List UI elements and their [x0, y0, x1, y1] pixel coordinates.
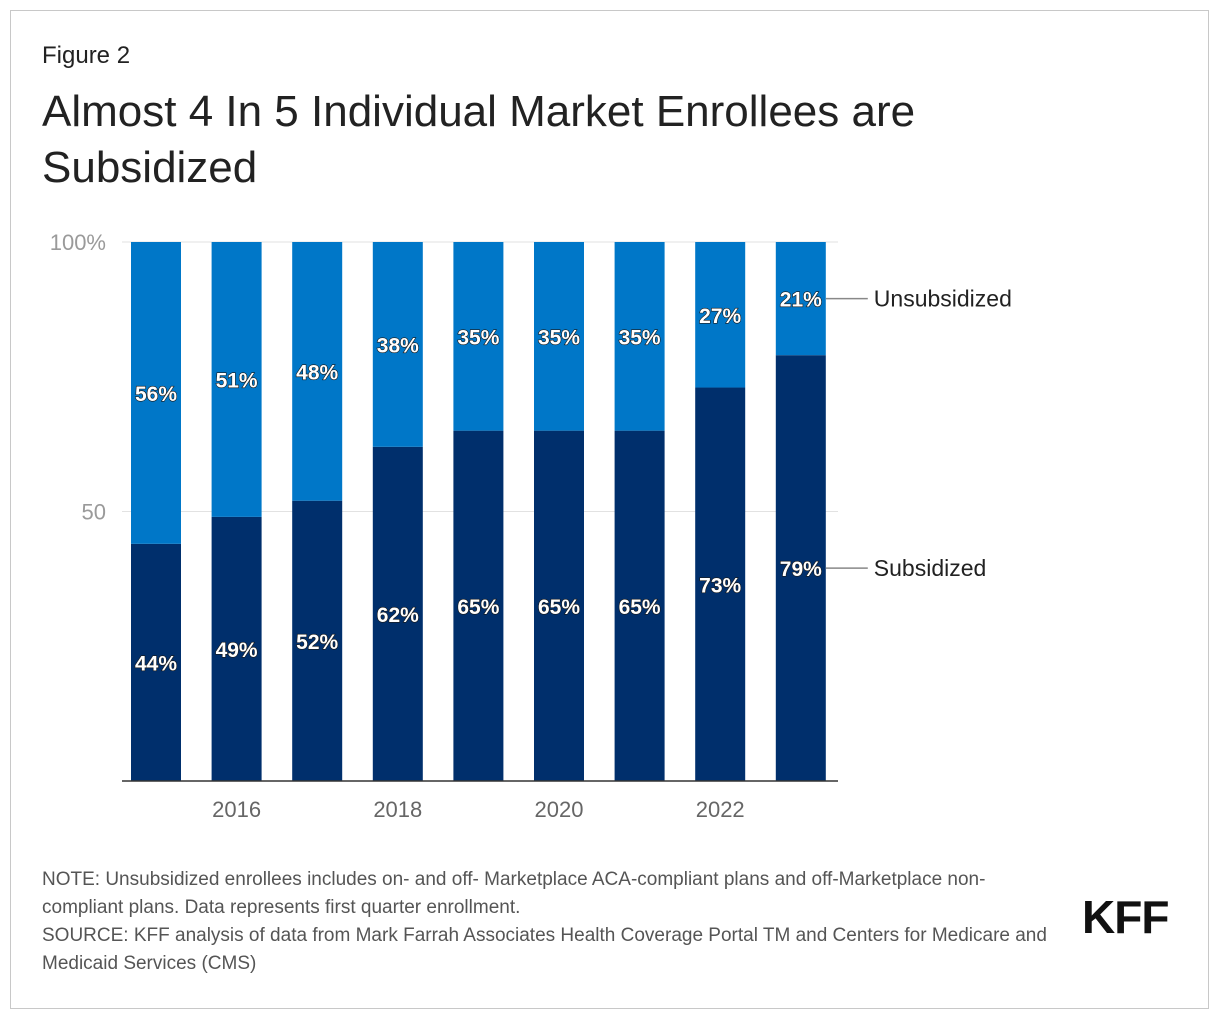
kff-logo: KFF — [1082, 891, 1169, 943]
data-label: 35% — [457, 326, 499, 349]
data-label: 56% — [135, 383, 177, 406]
bar-subsidized — [453, 430, 504, 781]
bar-unsubsidized — [534, 242, 584, 431]
chart-title: Almost 4 In 5 Individual Market Enrollee… — [42, 87, 916, 192]
bars — [131, 242, 826, 781]
bar-subsidized — [534, 430, 584, 781]
data-label: 21% — [780, 289, 822, 312]
data-label: 35% — [538, 326, 580, 349]
data-label: 73% — [699, 574, 741, 597]
source-text: SOURCE: KFF analysis of data from Mark F… — [42, 925, 1047, 974]
data-label: 65% — [619, 596, 661, 619]
bar-subsidized — [614, 430, 665, 781]
y-tick-label: 50 — [82, 500, 106, 525]
data-label: 52% — [296, 631, 338, 654]
data-label: 35% — [619, 326, 661, 349]
bar-labels: 44% 56% 49% 51% 52% 48% 62% 38% 65% 35% 65% 35% 65% 3… — [134, 288, 822, 676]
bar-subsidized — [131, 543, 181, 781]
bar-unsubsidized — [211, 242, 262, 517]
legend-subsidized: Subsidized — [874, 555, 987, 581]
bar-unsubsidized — [614, 242, 665, 431]
x-tick-label: 2020 — [535, 797, 584, 822]
x-tick-label: 2022 — [696, 797, 745, 822]
data-label: 65% — [538, 596, 580, 619]
data-label: 51% — [216, 369, 258, 392]
legend: Subsidized Unsubsidized — [825, 286, 1012, 581]
bar-unsubsidized — [775, 242, 826, 356]
figure-label: Figure 2 — [42, 42, 131, 69]
x-tick-label: 2018 — [373, 797, 422, 822]
stacked-bar-chart: 50 100% 44% 56% 49% 51% 52% 48% 62% 38% 65% 35% 65%… — [50, 230, 1012, 822]
bar-unsubsidized — [131, 242, 181, 544]
y-axis: 50 100% — [50, 230, 106, 525]
data-label: 62% — [377, 604, 419, 627]
legend-unsubsidized: Unsubsidized — [874, 286, 1012, 312]
x-axis: 2016 2018 2020 2022 — [122, 780, 838, 822]
data-label: 38% — [377, 334, 419, 357]
data-label: 65% — [457, 596, 499, 619]
bar-subsidized — [372, 446, 423, 781]
bar-unsubsidized — [695, 242, 746, 388]
bar-subsidized — [211, 516, 262, 781]
bar-subsidized — [695, 387, 746, 781]
bar-subsidized — [775, 355, 826, 781]
data-label: 79% — [780, 558, 822, 581]
x-tick-label: 2016 — [212, 797, 261, 822]
bar-unsubsidized — [292, 242, 343, 501]
data-label: 27% — [699, 305, 741, 328]
data-label: 48% — [296, 361, 338, 384]
data-label: 49% — [216, 639, 258, 662]
note-text: NOTE: Unsubsidized enrollees includes on… — [42, 869, 986, 918]
bar-subsidized — [292, 500, 343, 781]
y-tick-label: 100% — [50, 230, 106, 255]
figure-frame — [10, 10, 1209, 1009]
chart-notes: NOTE: Unsubsidized enrollees includes on… — [42, 866, 1062, 978]
bar-unsubsidized — [453, 242, 504, 431]
bar-unsubsidized — [372, 242, 423, 447]
data-label: 44% — [135, 652, 177, 675]
